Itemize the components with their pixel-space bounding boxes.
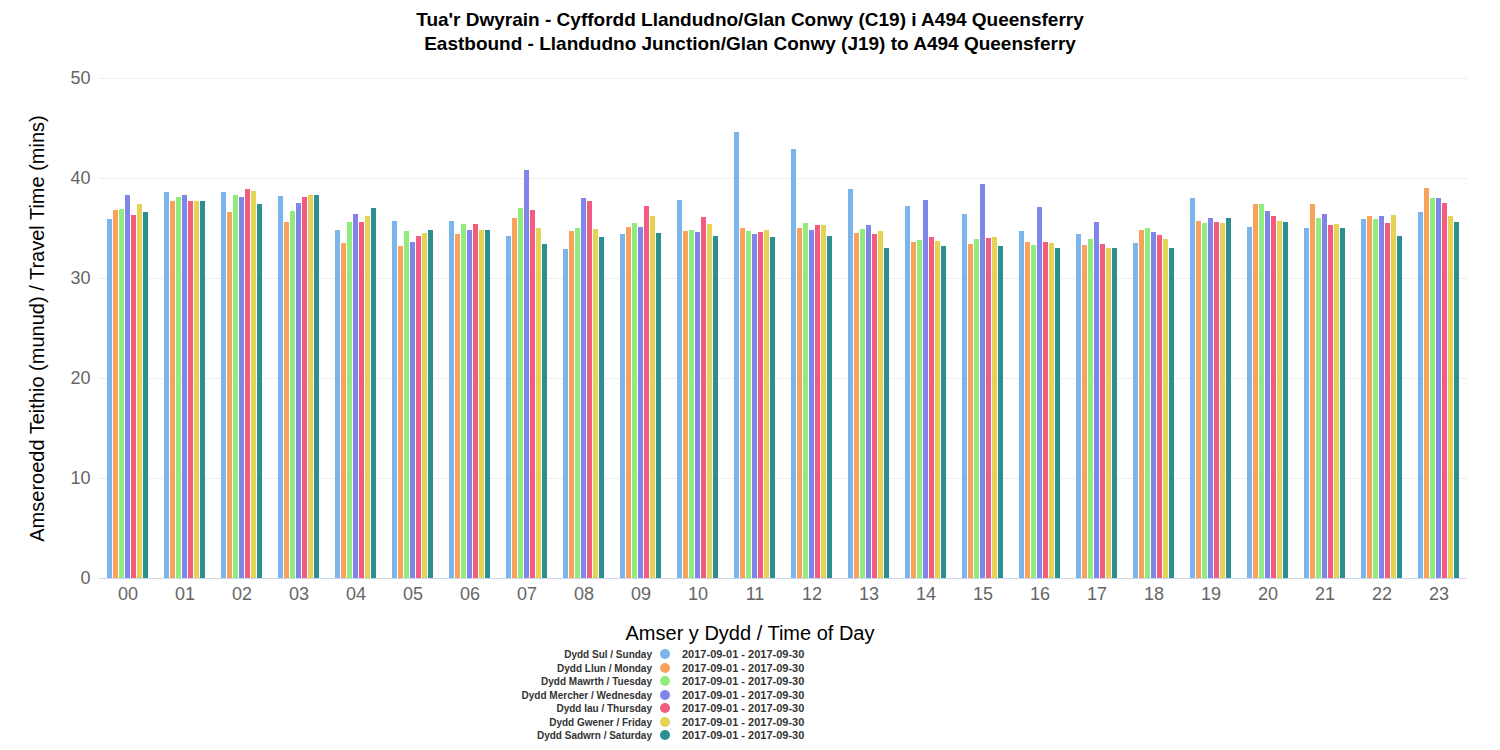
html-text:Dydd Mercher / Wednesday: Dydd Mercher / Wednesday — [521, 689, 652, 701]
html-text:Eastbound - Llandudno Junction: Eastbound - Llandudno Junction/Glan Conw… — [424, 33, 1076, 54]
svg-text:06: 06 — [460, 584, 480, 604]
svg-text:Amseroedd Teithio (munud) / Tr: Amseroedd Teithio (munud) / Travel Time … — [26, 115, 48, 541]
svg-text:40: 40 — [70, 168, 90, 188]
svg-text:20: 20 — [70, 368, 90, 388]
svg-text:12: 12 — [802, 584, 822, 604]
svg-text:17: 17 — [1087, 584, 1107, 604]
svg-text:13: 13 — [859, 584, 879, 604]
svg-text:08: 08 — [574, 584, 594, 604]
html-text:Dydd Sul / Sunday: Dydd Sul / Sunday — [564, 649, 652, 660]
html-text:Tua'r Dwyrain - Cyffordd Lland: Tua'r Dwyrain - Cyffordd Llandudno/Glan … — [416, 9, 1084, 30]
svg-text:15: 15 — [973, 584, 993, 604]
svg-text:05: 05 — [403, 584, 423, 604]
html-text:2017-09-01 - 2017-09-30: 2017-09-01 - 2017-09-30 — [682, 715, 805, 728]
svg-text:10: 10 — [688, 584, 708, 604]
svg-text:14: 14 — [916, 584, 936, 604]
svg-text:19: 19 — [1201, 584, 1221, 604]
svg-text:22: 22 — [1372, 584, 1392, 604]
html-text:2017-09-01 - 2017-09-30: 2017-09-01 - 2017-09-30 — [682, 688, 805, 701]
html-text:2017-09-01 - 2017-09-30: 2017-09-01 - 2017-09-30 — [682, 729, 805, 741]
svg-text:11: 11 — [746, 584, 765, 604]
svg-text:20: 20 — [1258, 584, 1278, 604]
svg-text:10: 10 — [70, 468, 90, 488]
svg-text:18: 18 — [1144, 584, 1164, 604]
svg-text:03: 03 — [289, 584, 309, 604]
html-text:2017-09-01 - 2017-09-30: 2017-09-01 - 2017-09-30 — [682, 702, 805, 714]
html-text:Dydd Mawrth / Tuesday: Dydd Mawrth / Tuesday — [541, 676, 652, 687]
svg-text:07: 07 — [517, 584, 537, 604]
html-text:Dydd Gwener / Friday: Dydd Gwener / Friday — [549, 716, 652, 728]
svg-text:04: 04 — [346, 584, 366, 604]
html-text:2017-09-01 - 2017-09-30: 2017-09-01 - 2017-09-30 — [682, 648, 805, 660]
svg-text:0: 0 — [80, 568, 90, 588]
html-text:Dydd Llun / Monday: Dydd Llun / Monday — [557, 662, 652, 674]
html-text:Dydd Iau / Thursday: Dydd Iau / Thursday — [556, 703, 652, 714]
svg-text:21: 21 — [1315, 584, 1335, 604]
svg-text:09: 09 — [631, 584, 651, 604]
html-text:Dydd Sadwrn / Saturday: Dydd Sadwrn / Saturday — [537, 730, 652, 741]
svg-text:23: 23 — [1429, 584, 1449, 604]
html-text:2017-09-01 - 2017-09-30: 2017-09-01 - 2017-09-30 — [682, 661, 805, 674]
svg-text:30: 30 — [70, 268, 90, 288]
svg-text:01: 01 — [175, 584, 195, 604]
svg-text:02: 02 — [232, 584, 252, 604]
svg-text:50: 50 — [70, 68, 90, 88]
html-text:Amser y Dydd / Time of Day: Amser y Dydd / Time of Day — [625, 622, 875, 644]
svg-text:16: 16 — [1030, 584, 1050, 604]
svg-text:00: 00 — [118, 584, 138, 604]
html-text:2017-09-01 - 2017-09-30: 2017-09-01 - 2017-09-30 — [682, 675, 805, 687]
